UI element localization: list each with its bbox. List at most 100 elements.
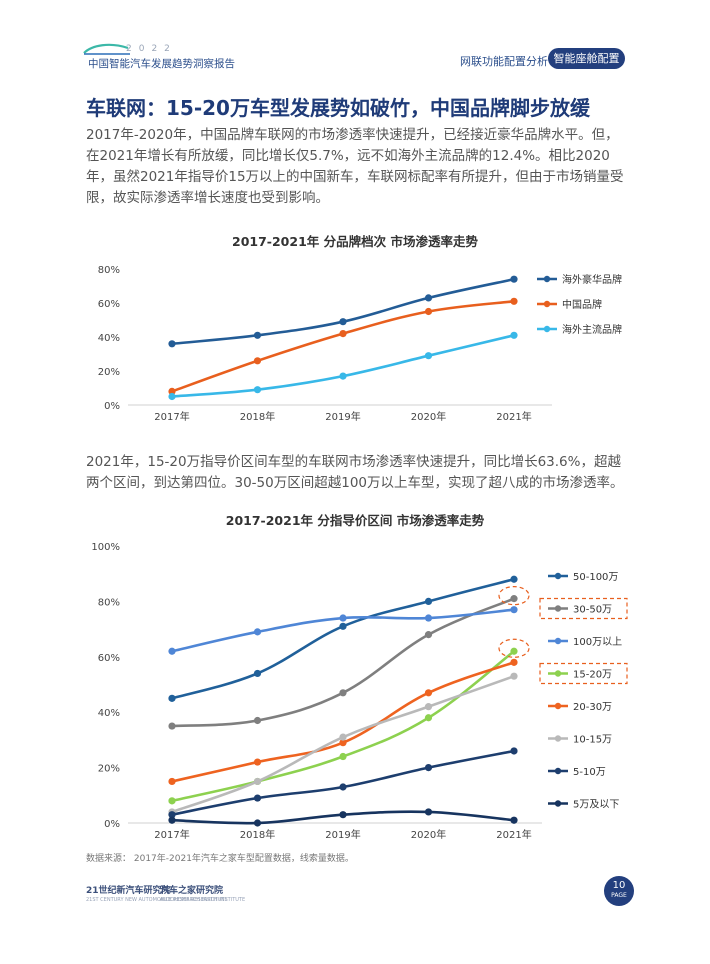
data-point	[424, 631, 433, 639]
research-institute-logo: 21世纪新汽车研究院	[86, 883, 171, 896]
page-word: PAGE	[611, 892, 627, 899]
x-tick-label: 2018年	[240, 410, 275, 423]
legend-label: 海外主流品牌	[562, 323, 622, 336]
data-point	[424, 808, 433, 816]
data-point	[424, 352, 433, 360]
legend-marker	[554, 670, 562, 677]
data-point	[168, 647, 176, 655]
page-number: 10	[612, 880, 626, 891]
x-tick-label: 2017年	[154, 828, 189, 841]
legend-marker	[554, 767, 562, 775]
data-point	[424, 703, 433, 711]
data-point	[253, 331, 262, 339]
brand-tier-line-chart: 2017-2021年 分品牌档次 市场渗透率走势 0% 20% 40% 60% 80% 20…	[98, 234, 622, 423]
data-point	[339, 739, 347, 747]
data-point	[168, 387, 176, 395]
data-point	[339, 752, 347, 761]
y-tick-label: 20%	[98, 367, 120, 378]
x-tick-label: 2020年	[411, 828, 446, 841]
data-source-note: 数据来源： 2017年-2021年汽车之家车型配置数据，线索量数据。	[86, 854, 354, 864]
highlight-ellipse	[498, 638, 530, 658]
data-point	[510, 275, 518, 283]
data-point	[510, 297, 518, 305]
legend-label: 10-15万	[573, 735, 612, 746]
x-tick-label: 2019年	[325, 410, 360, 423]
y-tick-label: 60%	[98, 299, 120, 310]
institute-name: 21世纪新汽车研究院	[86, 886, 171, 896]
x-tick-label: 2017年	[154, 410, 189, 423]
report-brand: 中国智能汽车发展趋势洞察报告	[88, 58, 235, 70]
data-point	[424, 714, 433, 722]
data-point	[168, 816, 176, 824]
legend-label: 50-100万	[573, 572, 618, 583]
data-point	[168, 797, 176, 805]
data-point	[510, 672, 518, 680]
data-point	[424, 614, 433, 622]
data-point	[168, 392, 176, 401]
data-point	[168, 340, 176, 348]
data-point	[510, 647, 518, 655]
legend-marker	[554, 800, 562, 807]
series-line	[170, 334, 516, 398]
y-tick-label: 80%	[98, 597, 120, 608]
nav-network-config[interactable]: 网联功能配置分析	[460, 55, 548, 68]
legend-label: 中国品牌	[562, 298, 602, 311]
autohome-subtitle: AUTOHOME RESEARCH INSTITUTE	[160, 897, 246, 903]
intro-paragraph: 2017年-2020年，中国品牌车联网的市场渗透率快速提升，已经接近豪华品牌水平…	[86, 127, 624, 206]
data-point	[339, 783, 347, 791]
data-point	[253, 669, 262, 678]
data-point	[424, 307, 433, 316]
data-point	[339, 330, 347, 338]
price-range-line-chart: 2017-2021年 分指导价区间 市场渗透率走势 0% 20% 40% 60% 80% 1…	[91, 513, 628, 841]
y-tick-label: 0%	[104, 401, 120, 412]
x-tick-label: 2020年	[411, 410, 446, 423]
y-tick-label: 0%	[104, 819, 120, 830]
legend-label: 30-50万	[573, 605, 612, 616]
x-tick-label: 2021年	[496, 828, 531, 841]
data-point	[510, 747, 518, 755]
data-point	[339, 811, 347, 819]
data-point	[510, 331, 518, 339]
x-tick-label: 2018年	[240, 828, 275, 841]
series-line	[170, 661, 516, 783]
legend-marker	[554, 637, 562, 645]
legend-marker	[554, 572, 562, 580]
legend-marker	[543, 325, 551, 333]
y-tick-label: 100%	[91, 542, 120, 553]
legend-highlight-box	[539, 597, 628, 620]
data-point	[339, 372, 347, 380]
nav-smart-cockpit[interactable]: 智能座舱配置	[548, 48, 625, 69]
car-logo-icon	[83, 43, 130, 55]
data-point	[253, 628, 262, 636]
data-point	[510, 658, 518, 666]
chart-title: 2017-2021年 分指导价区间 市场渗透率走势	[226, 513, 485, 528]
data-point	[253, 794, 262, 802]
data-point	[510, 606, 518, 614]
data-point	[168, 811, 176, 819]
chart-title: 2017-2021年 分品牌档次 市场渗透率走势	[232, 234, 478, 249]
legend-marker	[554, 735, 562, 742]
data-point	[424, 764, 433, 772]
data-point	[253, 716, 262, 725]
legend-label: 5万及以下	[573, 799, 619, 811]
data-point	[424, 294, 433, 302]
legend-label: 20-30万	[573, 702, 612, 713]
legend-label: 15-20万	[573, 670, 612, 681]
data-point	[253, 357, 262, 365]
legend-highlight-box	[539, 662, 628, 685]
data-point	[168, 722, 176, 730]
autohome-logo: 汽车之家研究院	[160, 883, 223, 896]
x-tick-label: 2019年	[325, 828, 360, 841]
data-point	[510, 816, 518, 824]
data-point	[424, 689, 433, 697]
autohome-name: 汽车之家研究院	[160, 886, 224, 896]
data-point	[339, 614, 347, 622]
y-tick-label: 20%	[98, 764, 120, 775]
institute-subtitle: 21ST CENTURY NEW AUTOMOBILE RESEARCH INS…	[86, 897, 228, 903]
data-point	[168, 777, 176, 786]
legend-marker	[543, 300, 551, 308]
y-tick-label: 80%	[98, 265, 120, 276]
y-tick-label: 40%	[98, 333, 120, 344]
data-point	[339, 622, 347, 630]
legend-label: 100万以上	[573, 636, 622, 648]
